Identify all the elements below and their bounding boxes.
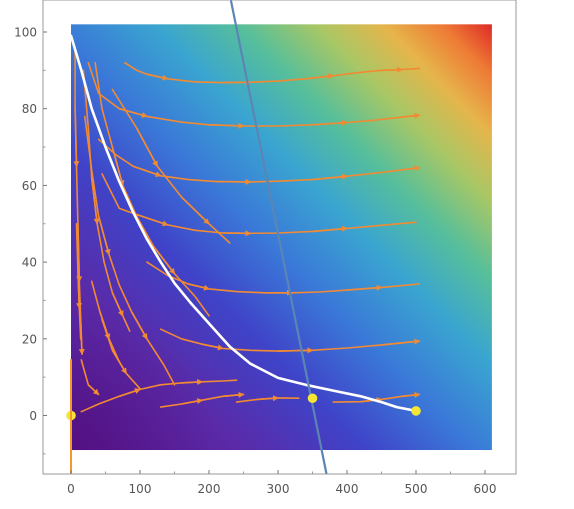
stream-arrow-5-3 <box>201 343 224 351</box>
stream-arrow-4-9 <box>346 284 383 291</box>
stream-arrow-18-2 <box>111 349 127 375</box>
stream-arrow-1-12 <box>402 112 421 119</box>
x-tick-label-0: 0 <box>67 482 75 496</box>
stream-arrow-5-9 <box>381 338 421 346</box>
stream-arrow-10-4 <box>402 391 421 398</box>
equilibrium-point-1 <box>307 393 318 404</box>
equilibrium-point-2 <box>411 406 421 416</box>
y-tick-label-1: 20 <box>22 332 37 346</box>
stream-arrow-5-6 <box>277 347 314 354</box>
stream-arrow-2-3 <box>132 165 162 178</box>
stream-arrow-0-9 <box>305 73 335 80</box>
density-background <box>71 24 492 451</box>
stream-arrow-12-3 <box>90 177 100 225</box>
y-tick-label-2: 40 <box>22 256 37 270</box>
stream-arrow-1-9 <box>312 119 348 126</box>
x-tick-label-4: 400 <box>336 482 359 496</box>
x-tick-label-3: 300 <box>267 482 290 496</box>
stream-arrow-7-2 <box>87 384 100 396</box>
series-layer <box>66 0 421 475</box>
stream-arrow-8-4 <box>222 391 245 398</box>
stream-arrow-0-12 <box>381 66 404 73</box>
stream-arrow-8-2 <box>181 398 204 405</box>
stream-line-16 <box>111 88 231 244</box>
trajectory-line <box>69 34 418 413</box>
plot-frame <box>42 0 517 475</box>
y-tick-label-5: 100 <box>14 26 37 40</box>
stream-arrow-11-4 <box>76 223 83 283</box>
stream-arrow-16-2 <box>135 127 158 168</box>
stream-arrow-15-2 <box>76 269 83 310</box>
frame-border <box>42 0 517 475</box>
density-shade <box>71 24 492 451</box>
stream-arrow-3-3 <box>136 213 169 227</box>
stream-line-5 <box>159 328 421 352</box>
y-tick-label-4: 80 <box>22 102 37 116</box>
stream-arrow-1-6 <box>208 122 245 129</box>
y-tick-label-3: 60 <box>22 179 37 193</box>
stream-arrow-12-6 <box>111 292 124 317</box>
y-tick-label-0: 0 <box>29 409 37 423</box>
stream-arrow-14-6 <box>153 246 176 275</box>
stream-arrow-13-6 <box>131 311 148 340</box>
x-tick-label-1: 100 <box>129 482 152 496</box>
x-axis-ticks: 0 100 200 300 400 500 600 <box>67 470 496 496</box>
stream-arrow-14-3 <box>111 146 125 187</box>
x-tick-label-5: 500 <box>405 482 428 496</box>
stream-arrow-13-3 <box>97 215 111 256</box>
stream-arrow-11-2 <box>73 108 80 168</box>
stream-lines <box>73 50 421 413</box>
stream-arrow-1-3 <box>119 107 148 118</box>
x-tick-label-6: 600 <box>474 482 497 496</box>
stream-arrow-9-2 <box>257 395 279 402</box>
stream-arrow-0-3 <box>146 73 169 81</box>
stream-line-13 <box>84 115 176 386</box>
stream-arrow-2-9 <box>312 173 348 181</box>
x-tick-label-2: 200 <box>198 482 221 496</box>
stream-line-6 <box>80 379 238 413</box>
stream-arrow-4-3 <box>188 283 210 291</box>
stream-line-14 <box>94 61 210 317</box>
stream-arrow-6-3 <box>119 388 141 398</box>
stream-arrow-6-6 <box>181 379 204 386</box>
y-axis-ticks: 0 20 40 60 80 100 <box>14 26 47 455</box>
stream-arrow-16-4 <box>180 196 210 225</box>
stream-arrow-3-9 <box>312 225 348 233</box>
